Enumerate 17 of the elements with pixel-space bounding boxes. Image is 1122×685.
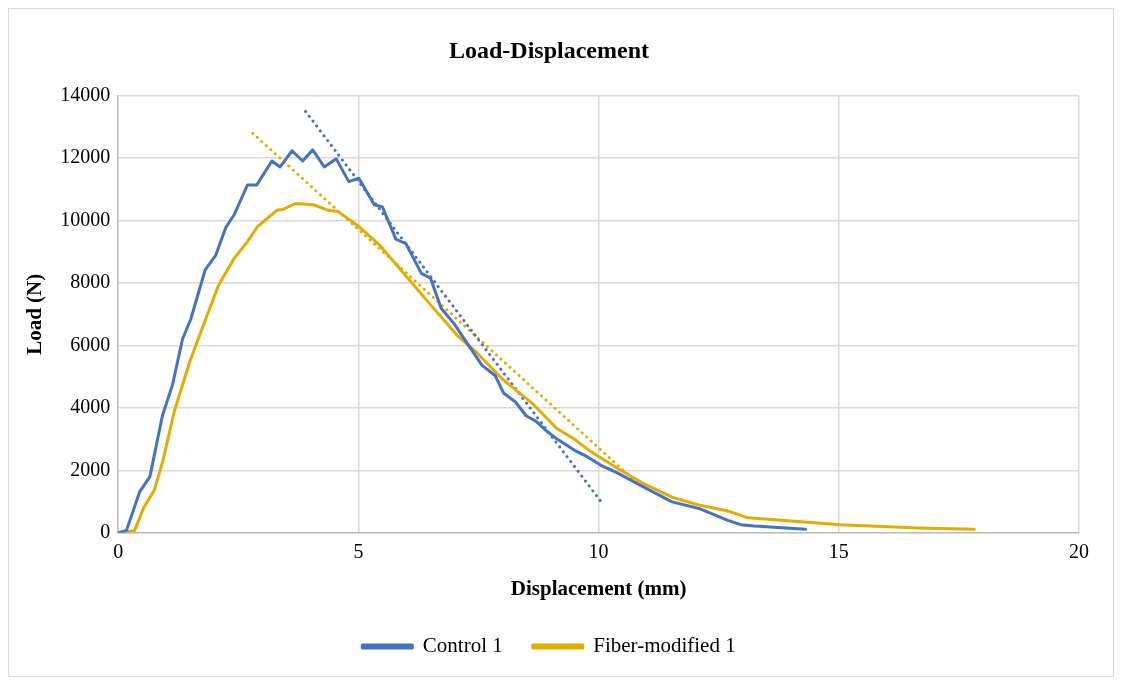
y-tick-label: 10000 [60,207,111,230]
x-tick-label: 5 [353,540,364,563]
y-tick-label: 4000 [70,395,111,418]
y-tick-label: 12000 [60,145,111,168]
x-tick-label: 10 [588,540,609,563]
x-tick-label: 20 [1069,540,1089,563]
legend-label: Fiber-modified 1 [593,633,736,658]
x-tick-label: 15 [828,540,849,563]
y-axis-title: Load (N) [22,273,47,355]
legend-label: Control 1 [422,633,503,658]
x-axis-title: Displacement (mm) [510,575,687,600]
y-tick-label: 8000 [70,270,111,293]
y-tick-label: 2000 [70,457,111,480]
y-tick-label: 0 [100,520,111,543]
chart-title: Load-Displacement [449,36,649,63]
y-tick-label: 14000 [60,83,111,106]
y-tick-label: 6000 [70,332,111,355]
